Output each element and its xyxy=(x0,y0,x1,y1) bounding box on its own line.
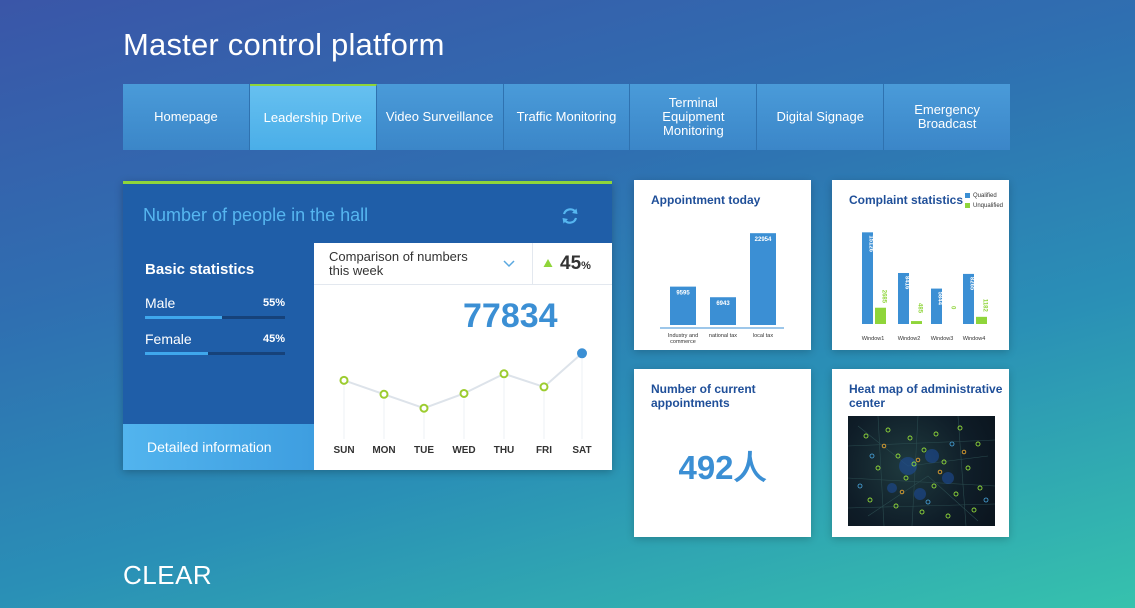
bar-value-qualified-1: 8416 xyxy=(904,276,910,290)
legend-unqualified: Unqualified xyxy=(965,203,1003,209)
category-label-2: local tax xyxy=(753,333,773,339)
point-sun xyxy=(339,375,349,385)
category-label-0: Window1 xyxy=(862,336,885,342)
appointment-today-card: Appointment today 9595 6943 22954 Industry … xyxy=(634,180,811,350)
bar-unqualified-1 xyxy=(911,321,922,324)
bar-value-unqualified-1: 485 xyxy=(917,303,923,314)
legend-qualified-label: Qualified xyxy=(973,193,997,200)
female-percent: 45% xyxy=(262,333,285,345)
category-label-1: Window2 xyxy=(898,336,921,342)
male-bar-fill xyxy=(145,316,222,319)
category-label-0: Industry and xyxy=(668,333,698,339)
day-label-mon: MON xyxy=(372,445,396,456)
point-thu xyxy=(499,369,509,379)
legend-unqualified-label: Unqualified xyxy=(973,203,1004,210)
comparison-header: Comparison of numbers this week 45% xyxy=(314,243,612,285)
bar-value-qualified-0: 15126 xyxy=(868,235,874,252)
point-fri xyxy=(539,382,549,392)
day-label-sun: SUN xyxy=(333,445,355,456)
weekly-total: 77834 xyxy=(463,297,558,335)
heatmap-image[interactable] xyxy=(848,416,995,526)
male-percent: 55% xyxy=(262,297,285,309)
bar-qualified-1 xyxy=(898,272,909,324)
complaint-bar-chart: 15126 2685 Window1 8416 485 Window2 5844 0 Windo… xyxy=(862,232,988,342)
point-mon xyxy=(379,389,389,399)
day-label-fri: FRI xyxy=(535,445,553,456)
male-label: Male xyxy=(145,295,176,311)
comparison-select[interactable]: Comparison of numbers this week xyxy=(329,249,468,278)
chevron-down-icon[interactable] xyxy=(502,257,516,269)
bar-value-qualified-2: 5844 xyxy=(937,292,943,306)
appointment-today-title: Appointment today xyxy=(651,193,761,207)
legend-qualified: Qualified xyxy=(965,193,997,199)
bar-0 xyxy=(670,286,696,325)
change-percent: 45% xyxy=(560,253,591,275)
complaint-statistics-card: Complaint statistics Qualified Unqualifi… xyxy=(832,180,1009,350)
detailed-information-button[interactable]: Detailed information xyxy=(123,424,314,470)
current-appointments-title: Number of current appointments xyxy=(651,382,756,410)
point-wed xyxy=(459,388,469,398)
male-stat: Male 55% xyxy=(145,295,285,319)
complaint-statistics-title: Complaint statistics xyxy=(849,193,964,207)
female-bar-fill xyxy=(145,352,208,355)
female-label: Female xyxy=(145,331,192,347)
day-label-sat: SAT xyxy=(572,445,592,456)
nav-digital-signage[interactable]: Digital Signage xyxy=(757,84,885,150)
heatmap-card: Heat map of administrative center xyxy=(832,369,1009,537)
bar-unqualified-3 xyxy=(976,316,987,324)
weekly-line-chart xyxy=(339,348,587,439)
day-label-wed: WED xyxy=(452,445,476,456)
bar-value-qualified-3: 8265 xyxy=(969,277,975,291)
nav-terminal-equipment[interactable]: Terminal Equipment Monitoring xyxy=(630,84,758,150)
hall-header: Number of people in the hall xyxy=(123,181,612,243)
bar-qualified-2 xyxy=(931,288,942,324)
bar-1 xyxy=(710,297,736,325)
nav-traffic-monitoring[interactable]: Traffic Monitoring xyxy=(503,84,631,150)
day-label-thu: THU xyxy=(493,445,515,456)
change-unit: % xyxy=(581,260,591,272)
refresh-icon[interactable] xyxy=(559,205,581,227)
nav-emergency-broadcast[interactable]: Emergency Broadcast xyxy=(884,84,1011,150)
clear-logo: CLEAR xyxy=(123,560,213,590)
bar-value-1: 6943 xyxy=(716,301,730,307)
bar-qualified-0 xyxy=(862,232,873,324)
basic-statistics: Basic statistics Male 55% Female 45% Det… xyxy=(123,243,314,470)
bar-value-2: 22954 xyxy=(755,237,772,243)
current-appointments-value: 492人 xyxy=(678,449,767,486)
female-bar-track xyxy=(145,352,285,355)
current-appointments-card: Number of current appointments 492人 xyxy=(634,369,811,537)
bar-unqualified-0 xyxy=(875,307,886,324)
bar-2 xyxy=(750,233,776,325)
bar-value-unqualified-0: 2685 xyxy=(881,290,887,304)
triangle-up-icon xyxy=(543,259,553,267)
hall-title: Number of people in the hall xyxy=(143,205,369,225)
change-value: 45 xyxy=(560,253,582,274)
hall-panel: Number of people in the hall Basic stati… xyxy=(123,181,612,470)
divider xyxy=(532,243,533,285)
basic-statistics-title: Basic statistics xyxy=(145,261,255,278)
heatmap-map-graphic xyxy=(848,416,995,526)
bar-value-unqualified-2: 0 xyxy=(950,306,956,310)
nav-homepage[interactable]: Homepage xyxy=(123,84,250,150)
point-tue xyxy=(419,403,429,413)
bar-value-unqualified-3: 1182 xyxy=(982,299,988,313)
bar-qualified-3 xyxy=(963,273,974,324)
nav-leadership-drive[interactable]: Leadership Drive xyxy=(249,84,377,150)
bar-value-0: 9595 xyxy=(676,291,690,297)
line-series xyxy=(343,352,583,410)
day-label-tue: TUE xyxy=(414,445,434,456)
nav-video-surveillance[interactable]: Video Surveillance xyxy=(376,84,504,150)
female-stat: Female 45% xyxy=(145,331,285,355)
page-title: Master control platform xyxy=(123,27,445,62)
category-label-1: national tax xyxy=(709,333,737,339)
main-nav: Homepage Leadership Drive Video Surveill… xyxy=(123,84,1011,150)
category-label-0: commerce xyxy=(670,339,696,345)
point-sat xyxy=(577,348,587,359)
heatmap-title: Heat map of administrative center xyxy=(849,382,1003,410)
category-label-2: Window3 xyxy=(931,336,954,342)
male-bar-track xyxy=(145,316,285,319)
category-label-3: Window4 xyxy=(963,336,986,342)
